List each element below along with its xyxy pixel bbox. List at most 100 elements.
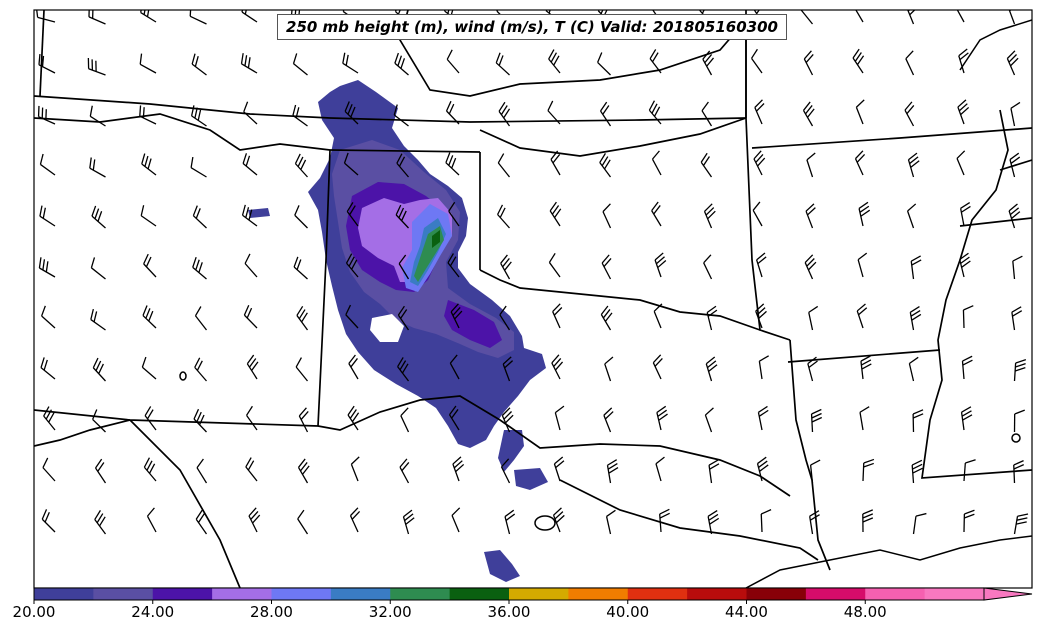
wind-barb bbox=[190, 156, 207, 178]
wind-barb bbox=[92, 357, 106, 382]
wind-barb bbox=[803, 50, 814, 76]
wind-barb bbox=[451, 507, 461, 533]
wind-barb bbox=[191, 53, 207, 76]
colorbar-tick-label: 36.00 bbox=[487, 603, 531, 621]
wind-barb bbox=[906, 203, 917, 229]
wind-barb bbox=[906, 10, 918, 25]
colorbar-tick-label: 20.00 bbox=[12, 603, 56, 621]
wind-barb bbox=[495, 52, 510, 76]
wind-barb bbox=[144, 406, 157, 431]
border-missouri-river bbox=[399, 10, 747, 118]
wind-barb bbox=[960, 406, 973, 431]
shading-small-patch-1 bbox=[514, 468, 548, 490]
wind-barb bbox=[35, 10, 56, 23]
wind-barb bbox=[802, 101, 815, 127]
wind-barb bbox=[87, 57, 106, 76]
colorbar-tick-label: 48.00 bbox=[843, 603, 887, 621]
border-texas-ok-west bbox=[317, 149, 331, 427]
colorbar-extend-arrow bbox=[983, 587, 1033, 601]
wind-barb bbox=[344, 101, 359, 125]
wind-barb bbox=[963, 459, 976, 482]
wind-barb bbox=[88, 10, 106, 25]
colorbar-tick-label: 40.00 bbox=[606, 603, 650, 621]
wind-barb bbox=[447, 253, 460, 278]
wind-barb bbox=[959, 252, 971, 278]
wind-barb bbox=[809, 510, 820, 535]
wind-barb bbox=[499, 305, 511, 331]
wind-barb bbox=[38, 54, 56, 74]
wind-barb bbox=[396, 153, 409, 178]
wind-barb bbox=[189, 10, 207, 25]
wind-barb bbox=[805, 203, 816, 229]
wind-barb bbox=[140, 10, 157, 23]
wind-barb bbox=[37, 105, 56, 125]
wind-barb bbox=[705, 356, 718, 382]
wind-barb bbox=[194, 306, 208, 331]
wind-barb bbox=[445, 100, 460, 125]
wind-barb bbox=[242, 153, 258, 176]
wind-barb bbox=[195, 509, 208, 535]
colorbar-bin bbox=[865, 588, 926, 600]
border-river-5 bbox=[34, 419, 131, 447]
wind-barb bbox=[448, 405, 460, 431]
wind-barb bbox=[139, 53, 157, 74]
wind-barb bbox=[854, 150, 866, 176]
wind-barb bbox=[1012, 255, 1023, 280]
wind-barb bbox=[90, 257, 106, 280]
wind-barb bbox=[702, 50, 715, 76]
wind-barb bbox=[1006, 50, 1019, 76]
wind-barb bbox=[41, 305, 56, 329]
border-nw-top bbox=[39, 10, 45, 97]
border-ms-river bbox=[921, 109, 1032, 479]
colorbar-bin bbox=[212, 588, 272, 600]
wind-barb bbox=[862, 458, 875, 482]
wind-barb bbox=[606, 459, 619, 484]
wind-barb bbox=[92, 409, 106, 433]
wind-barb bbox=[39, 153, 56, 176]
wind-barb bbox=[760, 509, 772, 533]
wind-barb bbox=[704, 407, 714, 433]
map-frame bbox=[33, 9, 1033, 589]
wind-barb bbox=[800, 10, 814, 25]
wind-barb bbox=[243, 305, 258, 329]
wind-barb bbox=[649, 49, 662, 74]
wind-barb bbox=[758, 355, 770, 380]
border-tn bbox=[959, 217, 1032, 227]
wind-barb bbox=[752, 201, 763, 227]
wind-barb bbox=[448, 201, 460, 227]
wind-barb bbox=[1011, 306, 1023, 331]
wind-barb bbox=[554, 405, 565, 431]
shading-dark-purple-2 bbox=[444, 300, 502, 348]
wind-barb bbox=[597, 52, 611, 76]
wind-barb bbox=[552, 303, 563, 329]
wind-barb bbox=[40, 357, 56, 380]
wind-barb bbox=[656, 405, 668, 431]
wind-barb bbox=[600, 305, 613, 331]
wind-barb bbox=[655, 456, 665, 482]
wind-barb bbox=[294, 205, 308, 229]
border-oklahoma-panhandle bbox=[329, 149, 481, 153]
wind-barb bbox=[605, 509, 616, 535]
wind-barb bbox=[141, 356, 157, 380]
wind-barb bbox=[756, 456, 769, 482]
wind-barb bbox=[193, 408, 207, 433]
wind-barb bbox=[241, 10, 258, 23]
colorbar-bin bbox=[568, 588, 629, 600]
colorbar-bin bbox=[449, 588, 510, 600]
wind-barb bbox=[504, 509, 516, 535]
wind-barb bbox=[904, 101, 915, 127]
wind-barb bbox=[393, 104, 409, 127]
wind-barb bbox=[94, 458, 107, 484]
wind-barb bbox=[343, 152, 359, 176]
wind-barb bbox=[1009, 152, 1021, 178]
wind-barb bbox=[395, 204, 409, 229]
wind-barb bbox=[297, 458, 310, 484]
wind-barb bbox=[91, 205, 106, 229]
colorbar-bin bbox=[509, 588, 569, 600]
wind-barb bbox=[706, 305, 718, 331]
wind-barb bbox=[755, 303, 767, 329]
wind-barb bbox=[400, 407, 410, 433]
wind-barb bbox=[298, 407, 309, 433]
wind-barb bbox=[959, 201, 971, 227]
